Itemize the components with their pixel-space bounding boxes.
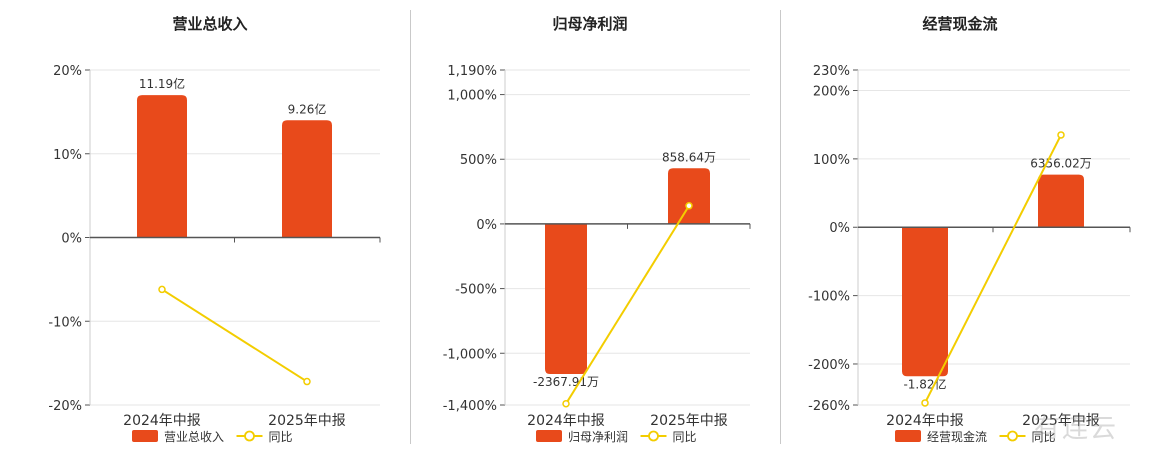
y-tick-label: 0% [829,221,850,236]
y-tick-label: 230% [813,64,850,79]
x-tick-label: 2025年中报 [1022,413,1100,429]
legend-label-line: 同比 [269,430,293,444]
yoy-point [562,399,570,408]
chart-title: 经营现金流 [922,15,997,33]
legend-label-bar: 营业总收入 [164,430,224,444]
yoy-line [924,134,1062,404]
yoy-point [685,202,693,210]
legend-label-bar: 归母净利润 [568,430,628,444]
y-tick-label: -100% [808,290,850,305]
x-tick-label: 2024年中报 [527,413,605,429]
panel-divider [410,10,411,444]
y-tick-label: -500% [455,283,497,298]
chart-panel-net-profit: 归母净利润 1,190% 1,000% 500% 0% -500% -1,000% -1,40… [415,0,775,450]
chart-panel-revenue: 营业总收入 20% 10% 0% -10% -20% 11.19亿 9.26亿 2024年中报 2… [0,0,400,450]
bar-data-label: 11.19亿 [139,76,185,91]
legend-swatch-bar [132,430,158,442]
y-tick-label: 0% [476,218,497,233]
y-tick-label: 100% [813,153,850,168]
legend-swatch-line-marker [1007,430,1018,442]
bar-data-label: 9.26亿 [288,101,327,116]
bar [282,120,332,238]
bar-data-label: 858.64万 [662,150,716,164]
y-tick-label: 10% [53,148,82,163]
y-tick-label: -260% [808,399,850,414]
bar [137,95,187,238]
bar [902,227,948,377]
legend-label-line: 同比 [1032,430,1056,444]
bar-data-label: -1.82亿 [903,376,946,391]
y-tick-label: -10% [48,315,82,330]
legend-swatch-line-marker [648,430,659,442]
bar [545,223,587,374]
chart-title: 归母净利润 [552,15,627,33]
x-tick-label: 2024年中报 [886,413,964,429]
watermark-text: 有连云 [1034,414,1119,444]
chart-net-profit-svg: 归母净利润 1,190% 1,000% 500% 0% -500% -1,000% -1,40… [443,15,751,444]
yoy-point [921,399,929,407]
yoy-point [303,377,311,386]
y-tick-label: 1,000% [447,89,497,104]
y-tick-label: 20% [53,64,82,79]
yoy-point [1057,131,1065,139]
bar-data-label: 6356.02万 [1030,157,1092,171]
y-tick-label: -200% [808,358,850,373]
legend-label-bar: 经营现金流 [927,429,987,444]
chart-revenue-svg: 营业总收入 20% 10% 0% -10% -20% 11.19亿 9.26亿 2024年中报 2… [48,15,381,444]
legend-swatch-bar [895,430,921,442]
chart-cash-flow-svg: 经营现金流 230% 200% 100% 0% -100% -200% -260% -1.82亿… [808,15,1131,444]
yoy-line [161,288,308,383]
x-tick-label: 2024年中报 [123,413,201,429]
bar [1038,174,1084,228]
y-tick-label: -20% [48,399,82,414]
x-tick-label: 2025年中报 [650,413,728,429]
y-tick-label: -1,000% [443,347,497,362]
y-tick-label: 500% [460,153,497,168]
chart-panel-cash-flow: 经营现金流 230% 200% 100% 0% -100% -200% -260% -1.82亿… [785,0,1160,450]
yoy-line [565,205,690,405]
yoy-point [158,285,166,294]
bar [668,168,710,224]
legend-swatch-line-marker [244,430,255,442]
bar-data-label: -2367.91万 [533,375,599,389]
panel-divider [780,10,781,444]
x-tick-label: 2025年中报 [268,413,346,429]
y-tick-label: 0% [61,232,82,247]
chart-title: 营业总收入 [172,15,247,33]
y-tick-label: 1,190% [447,64,497,79]
y-tick-label: 200% [813,85,850,100]
legend-label-line: 同比 [673,430,697,444]
y-tick-label: -1,400% [443,399,497,414]
legend-swatch-bar [536,430,562,442]
